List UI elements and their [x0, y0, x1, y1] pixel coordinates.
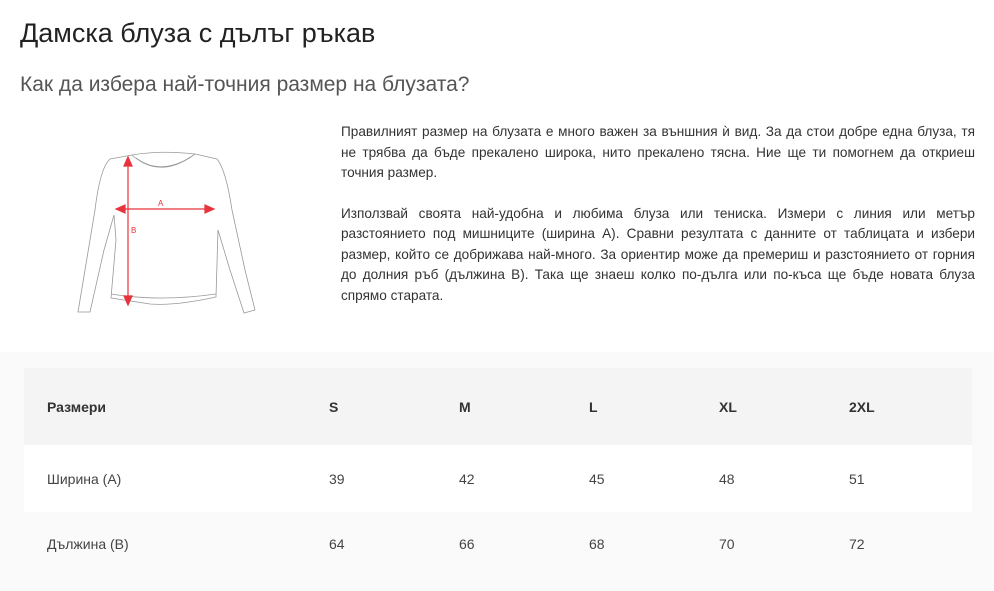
table-row: Дължина (В) 64 66 68 70 72: [24, 512, 972, 575]
cell: 68: [589, 535, 605, 552]
cell: 64: [329, 535, 345, 552]
paragraph: Използвай своята най-удобна и любима блу…: [341, 205, 975, 303]
size-table: Размери S M L XL 2XL Ширина (А) 39 42 45…: [24, 368, 972, 575]
header-cell: 2XL: [849, 398, 875, 415]
cell: 51: [849, 470, 865, 487]
measure-arrows: [114, 155, 216, 307]
header-cell: Размери: [47, 398, 107, 415]
header-cell: XL: [719, 398, 737, 415]
paragraph: Правилният размер на блузата е много важ…: [341, 124, 975, 180]
table-header-row: Размери S M L XL 2XL: [24, 368, 972, 445]
size-table-section: [0, 352, 994, 591]
table-row: Ширина (А) 39 42 45 48 51: [24, 445, 972, 512]
page-subtitle: Как да избера най-точния размер на блуза…: [20, 73, 470, 96]
header-cell: M: [459, 398, 471, 415]
cell: 70: [719, 535, 735, 552]
blouse-measurement-illustration: A B: [77, 151, 256, 314]
cell: 66: [459, 535, 475, 552]
cell: 45: [589, 470, 605, 487]
cell: 72: [849, 535, 865, 552]
cell: 39: [329, 470, 345, 487]
cell: 42: [459, 470, 475, 487]
cell: 48: [719, 470, 735, 487]
header-cell: S: [329, 398, 339, 415]
page-title: Дамска блуза с дълъг ръкав: [20, 18, 376, 48]
label-a: A: [158, 199, 164, 208]
row-label: Ширина (А): [47, 470, 122, 487]
row-label: Дължина (В): [47, 535, 129, 552]
header-cell: L: [589, 398, 598, 415]
label-b: B: [131, 226, 136, 235]
description: Правилният размер на блузата е много важ…: [341, 122, 975, 326]
